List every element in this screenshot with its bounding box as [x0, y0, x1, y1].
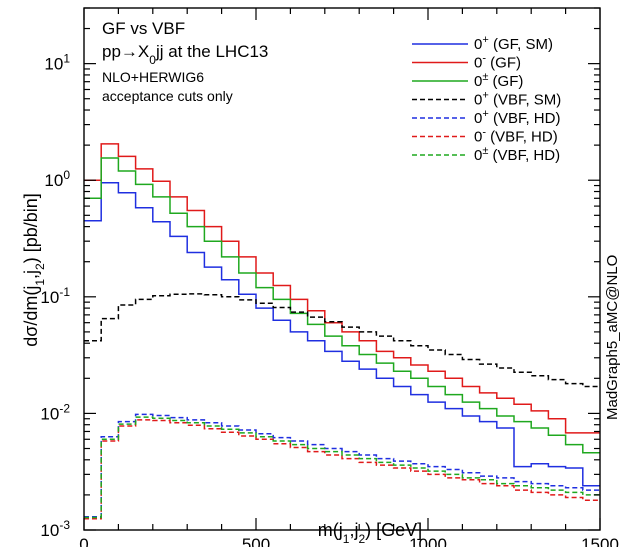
legend: 0+ (GF, SM)0- (GF)0± (GF)0+ (VBF, SM)0+ …	[412, 34, 561, 164]
series-line-4	[84, 413, 600, 518]
plot-lines	[84, 143, 600, 520]
x-tick-label: 1000	[409, 535, 447, 547]
series-line-3	[84, 293, 600, 388]
annotation-title: GF vs VBF	[102, 19, 185, 38]
side-label: MadGraph5_aMC@NLO	[604, 255, 621, 420]
y-tick-label: 100	[44, 168, 70, 190]
legend-label-3: 0+ (VBF, SM)	[474, 90, 561, 109]
annotation-process: pp→X0jj at the LHC13	[102, 42, 268, 67]
series-line-5	[84, 419, 600, 520]
y-tick-label: 101	[44, 52, 70, 74]
legend-label-1: 0- (GF)	[474, 53, 521, 72]
x-tick-label: 0	[79, 535, 88, 547]
legend-label-0: 0+ (GF, SM)	[474, 34, 553, 53]
series-line-2	[84, 157, 600, 454]
legend-label-5: 0- (VBF, HD)	[474, 127, 558, 146]
plot-frame	[83, 7, 601, 531]
legend-label-2: 0± (GF)	[474, 71, 523, 90]
series-line-0	[84, 182, 600, 487]
x-tick-label: 1500	[581, 535, 619, 547]
y-tick-label: 10-2	[40, 401, 70, 423]
x-axis-title: m(j1,j2) [GeV]	[318, 520, 422, 546]
annotation-cuts: acceptance cuts only	[102, 88, 233, 104]
tick-labels: 0 500 1000 1500 10-3 10-2 10-1 100 101	[40, 52, 619, 547]
axis-ticks	[83, 7, 601, 531]
y-tick-label: 10-3	[40, 518, 70, 540]
legend-label-4: 0+ (VBF, HD)	[474, 108, 560, 127]
x-tick-label: 500	[242, 535, 270, 547]
legend-label-6: 0± (VBF, HD)	[474, 145, 560, 164]
annotation-generator: NLO+HERWIG6	[102, 69, 204, 85]
series-line-1	[84, 143, 600, 434]
series-line-6	[84, 416, 600, 519]
y-axis-title: dσ/dm(j1,j2) [pb/bin]	[21, 193, 47, 347]
y-tick-label: 10-1	[40, 285, 70, 307]
